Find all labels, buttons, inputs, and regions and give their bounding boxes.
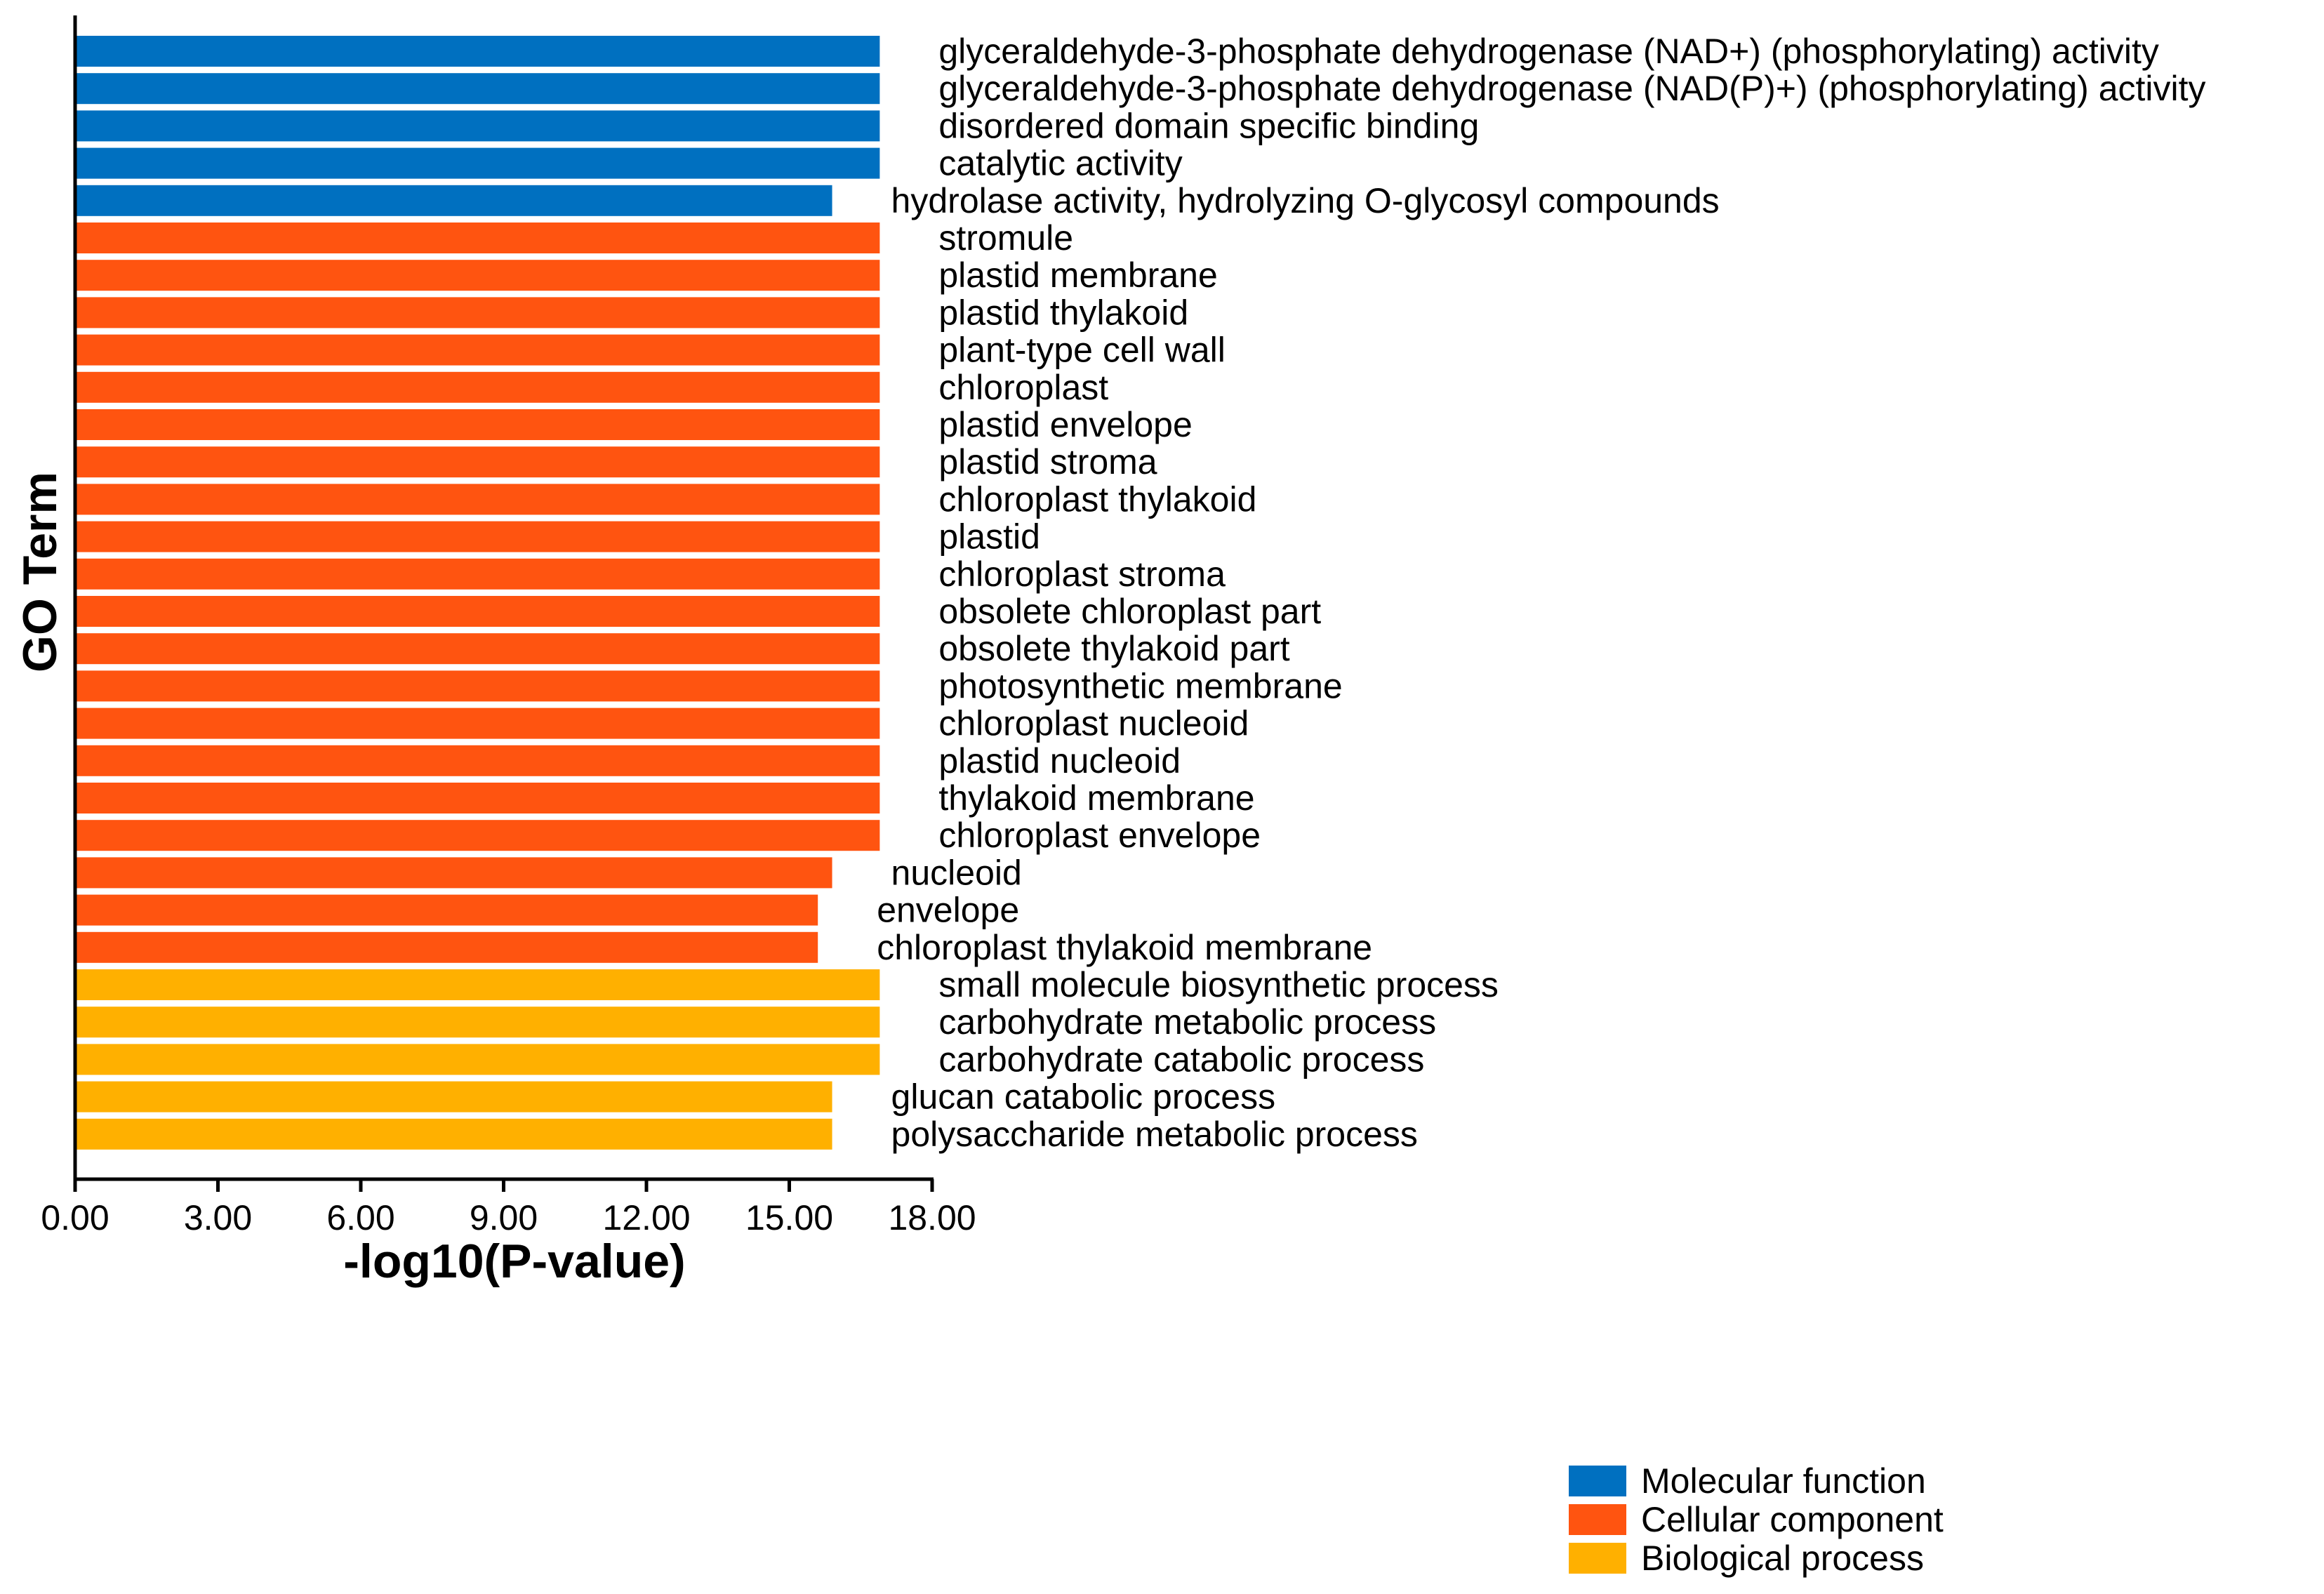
- bar-label: nucleoid: [891, 853, 1022, 892]
- bar-label: carbohydrate metabolic process: [938, 1002, 1436, 1042]
- bar-label: plastid membrane: [938, 255, 1217, 295]
- bar: [75, 73, 880, 105]
- bar: [75, 894, 818, 926]
- bar: [75, 484, 880, 515]
- bar-label: hydrolase activity, hydrolyzing O-glycos…: [891, 181, 1720, 220]
- bar: [75, 708, 880, 739]
- bar: [75, 36, 880, 67]
- bar-label: envelope: [877, 891, 1019, 930]
- y-axis-title: GO Term: [13, 472, 67, 672]
- bar-label: obsolete chloroplast part: [938, 592, 1321, 631]
- bar: [75, 783, 880, 813]
- bar-label: small molecule biosynthetic process: [938, 965, 1499, 1004]
- bar: [75, 110, 880, 142]
- bar: [75, 409, 880, 440]
- bar: [75, 558, 880, 590]
- bar-label: plastid envelope: [938, 405, 1192, 444]
- bar-label: polysaccharide metabolic process: [891, 1115, 1418, 1154]
- bar-label: chloroplast: [938, 368, 1108, 407]
- bar: [75, 857, 832, 889]
- x-tick-label: 6.00: [326, 1198, 394, 1237]
- bar: [75, 147, 880, 179]
- bar-label: carbohydrate catabolic process: [938, 1040, 1424, 1079]
- bar: [75, 1081, 832, 1113]
- bar: [75, 820, 880, 851]
- bar-label: chloroplast stroma: [938, 554, 1226, 594]
- bar: [75, 334, 880, 366]
- legend-label: Cellular component: [1641, 1500, 1944, 1539]
- legend-label: Biological process: [1641, 1539, 1924, 1578]
- x-axis-ticks: 0.00 3.00 6.00 9.00 12.00 15.00 18.00: [41, 1179, 976, 1237]
- bar: [75, 185, 832, 216]
- bar-label: chloroplast thylakoid membrane: [877, 928, 1372, 967]
- bars-layer: [75, 36, 880, 1150]
- x-tick-label: 15.00: [745, 1198, 833, 1237]
- x-tick-label: 18.00: [888, 1198, 976, 1237]
- bar: [75, 1007, 880, 1038]
- legend-swatch: [1569, 1466, 1626, 1496]
- bar-label: disordered domain specific binding: [938, 106, 1479, 145]
- bar-label: catalytic activity: [938, 144, 1182, 183]
- bar-label: glyceraldehyde-3-phosphate dehydrogenase…: [938, 32, 2158, 71]
- bar: [75, 596, 880, 627]
- bar: [75, 670, 880, 702]
- bar: [75, 745, 880, 776]
- legend-label: Molecular function: [1641, 1461, 1926, 1501]
- bar-label: glyceraldehyde-3-phosphate dehydrogenase…: [938, 69, 2205, 108]
- bar: [75, 297, 880, 328]
- bar: [75, 969, 880, 1000]
- bar: [75, 223, 880, 253]
- x-tick-label: 12.00: [602, 1198, 690, 1237]
- bar-label: photosynthetic membrane: [938, 666, 1342, 705]
- bar-label: plastid nucleoid: [938, 741, 1181, 781]
- bar: [75, 1118, 832, 1150]
- bar-label: plant-type cell wall: [938, 331, 1226, 370]
- bar: [75, 931, 818, 963]
- bar: [75, 521, 880, 552]
- legend-swatch: [1569, 1504, 1626, 1535]
- bar-label: glucan catabolic process: [891, 1077, 1276, 1117]
- bar-label: chloroplast envelope: [938, 816, 1261, 855]
- bar: [75, 633, 880, 665]
- x-tick-label: 3.00: [184, 1198, 252, 1237]
- bar-label: obsolete thylakoid part: [938, 629, 1289, 668]
- x-tick-label: 0.00: [41, 1198, 109, 1237]
- bar-label: chloroplast thylakoid: [938, 479, 1256, 519]
- x-axis-title: -log10(P-value): [343, 1235, 685, 1288]
- bar-label: plastid: [938, 517, 1040, 557]
- bar: [75, 446, 880, 478]
- x-tick-label: 9.00: [470, 1198, 538, 1237]
- bar-label: chloroplast nucleoid: [938, 704, 1249, 743]
- bar: [75, 260, 880, 291]
- bar-label: thylakoid membrane: [938, 778, 1254, 818]
- bar-label: plastid thylakoid: [938, 293, 1188, 332]
- bar-label: plastid stroma: [938, 442, 1157, 481]
- bar: [75, 1044, 880, 1075]
- bar-label: stromule: [938, 218, 1073, 258]
- bar-labels-layer: glyceraldehyde-3-phosphate dehydrogenase…: [877, 32, 2205, 1154]
- bar: [75, 371, 880, 403]
- legend-swatch: [1569, 1543, 1626, 1574]
- axes-layer: 0.00 3.00 6.00 9.00 12.00 15.00 18.00: [41, 15, 976, 1237]
